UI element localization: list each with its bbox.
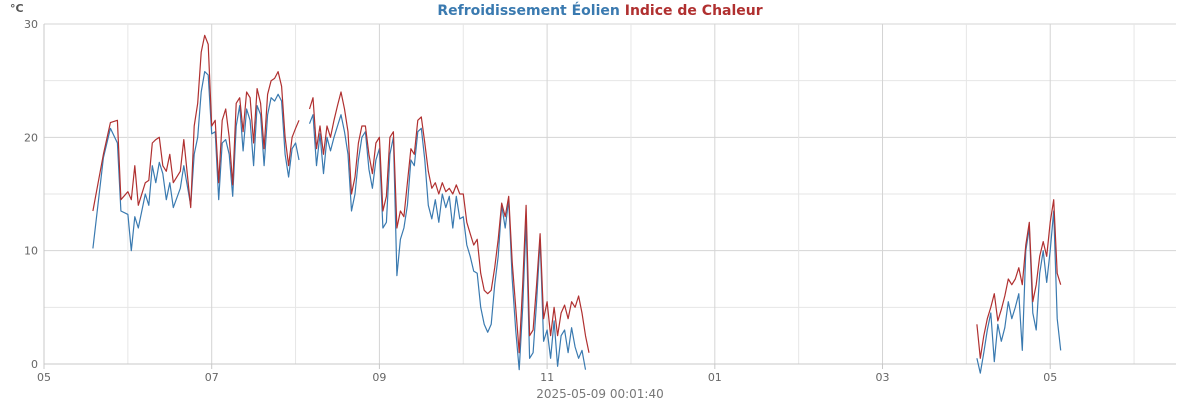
- x-tick-label: 03: [876, 371, 890, 384]
- x-tick-label: 11: [540, 371, 554, 384]
- footer-timestamp: 2025-05-09 00:01:40: [536, 387, 663, 400]
- x-tick-label: 05: [1043, 371, 1057, 384]
- y-tick-label: 10: [24, 245, 38, 258]
- series-line-refroidissement-eolien: [92, 71, 300, 252]
- series-line-refroidissement-eolien: [976, 210, 1062, 374]
- y-tick-label: 30: [24, 18, 38, 31]
- series-lines: [92, 34, 1062, 374]
- chart-title: Refroidissement Éolien Indice de Chaleur: [437, 2, 762, 19]
- series-line-indice-de-chaleur: [92, 34, 300, 212]
- x-tick-label: 05: [37, 371, 51, 384]
- series-line-indice-de-chaleur: [976, 199, 1062, 359]
- series-line-indice-de-chaleur: [308, 91, 590, 354]
- axes: [43, 24, 1176, 365]
- series-line-refroidissement-eolien: [308, 114, 587, 371]
- y-tick-label: 20: [24, 131, 38, 144]
- y-tick-label: 0: [31, 358, 38, 371]
- title-heatindex: Indice de Chaleur: [625, 3, 763, 19]
- x-tick-label: 07: [205, 371, 219, 384]
- x-tick-labels: 05 07 09 11 01 03 05: [37, 371, 1057, 384]
- title-windchill: Refroidissement Éolien: [437, 2, 620, 19]
- x-tick-label: 01: [708, 371, 722, 384]
- x-tick-label: 09: [372, 371, 386, 384]
- y-axis-unit: °C: [10, 2, 24, 15]
- y-tick-labels: 0 10 20 30: [24, 18, 38, 371]
